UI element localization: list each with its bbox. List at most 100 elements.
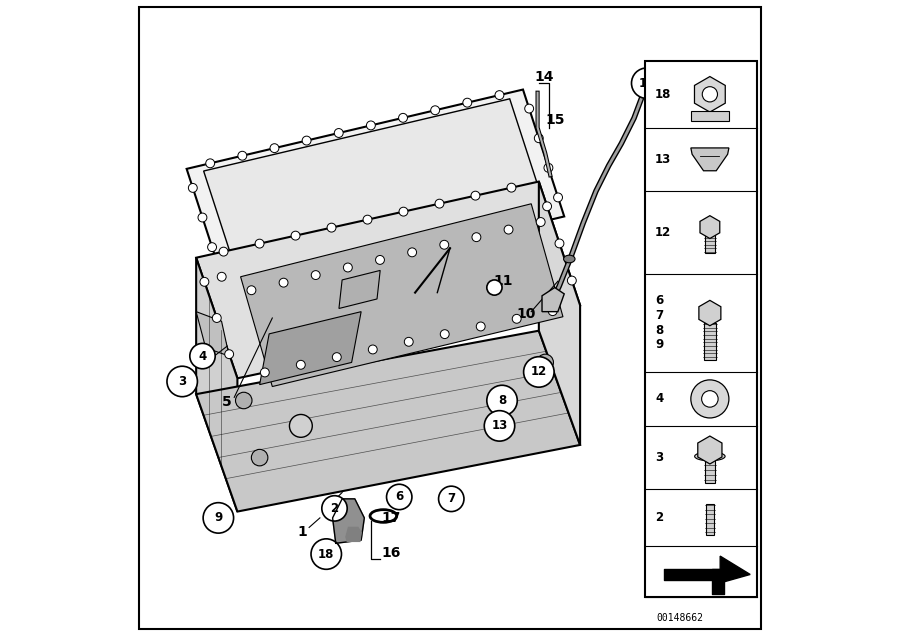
Circle shape	[363, 215, 372, 224]
Circle shape	[476, 322, 485, 331]
Circle shape	[368, 345, 377, 354]
Circle shape	[504, 225, 513, 234]
Text: 5: 5	[221, 395, 231, 409]
Circle shape	[525, 104, 534, 113]
Text: 11: 11	[493, 274, 513, 288]
Polygon shape	[196, 181, 580, 378]
Text: 9: 9	[655, 338, 663, 352]
Polygon shape	[339, 270, 380, 308]
Polygon shape	[699, 300, 721, 326]
Circle shape	[487, 280, 502, 295]
Circle shape	[535, 134, 544, 142]
Circle shape	[217, 272, 226, 281]
Text: 18: 18	[318, 548, 335, 560]
Circle shape	[366, 121, 375, 130]
Polygon shape	[700, 216, 720, 238]
Circle shape	[188, 183, 197, 192]
Circle shape	[567, 276, 576, 285]
Circle shape	[543, 202, 552, 211]
Polygon shape	[698, 436, 722, 464]
Circle shape	[548, 307, 557, 315]
Circle shape	[200, 277, 209, 286]
Text: 4: 4	[655, 392, 663, 405]
Circle shape	[251, 450, 268, 466]
Circle shape	[225, 350, 234, 359]
Circle shape	[408, 248, 417, 257]
Polygon shape	[539, 181, 580, 445]
Circle shape	[327, 223, 336, 232]
Text: 12: 12	[531, 366, 547, 378]
Circle shape	[702, 391, 718, 407]
Circle shape	[440, 240, 449, 249]
Circle shape	[524, 357, 554, 387]
Circle shape	[495, 91, 504, 100]
Polygon shape	[196, 331, 580, 511]
Circle shape	[471, 191, 480, 200]
Text: 10: 10	[517, 307, 535, 321]
FancyBboxPatch shape	[704, 322, 716, 360]
Polygon shape	[196, 258, 238, 511]
Text: 13: 13	[491, 419, 508, 432]
Text: 3: 3	[655, 451, 663, 464]
Circle shape	[167, 366, 197, 397]
Circle shape	[290, 415, 312, 438]
Text: 16: 16	[382, 546, 401, 560]
Circle shape	[270, 144, 279, 153]
Circle shape	[291, 231, 300, 240]
Circle shape	[238, 151, 247, 160]
Circle shape	[219, 247, 228, 256]
Polygon shape	[691, 148, 729, 171]
Polygon shape	[240, 204, 563, 387]
Circle shape	[212, 314, 221, 322]
Text: 8: 8	[498, 394, 506, 407]
Circle shape	[438, 486, 464, 511]
Text: 15: 15	[545, 113, 564, 127]
Text: 1: 1	[298, 525, 308, 539]
Circle shape	[296, 361, 305, 370]
Circle shape	[344, 263, 352, 272]
Circle shape	[375, 256, 384, 265]
Polygon shape	[542, 287, 564, 312]
Circle shape	[203, 502, 234, 533]
Polygon shape	[259, 312, 361, 385]
Circle shape	[190, 343, 215, 369]
Circle shape	[484, 411, 515, 441]
Circle shape	[472, 233, 481, 242]
Polygon shape	[196, 312, 230, 356]
Text: 12: 12	[639, 77, 655, 90]
Circle shape	[555, 239, 564, 248]
Text: 9: 9	[214, 511, 222, 525]
Circle shape	[435, 199, 444, 208]
Text: 6: 6	[395, 490, 403, 504]
Circle shape	[198, 213, 207, 222]
FancyBboxPatch shape	[139, 7, 761, 629]
Circle shape	[487, 385, 518, 416]
Circle shape	[208, 243, 217, 252]
Circle shape	[537, 354, 554, 371]
Text: 17: 17	[382, 511, 401, 525]
Circle shape	[404, 337, 413, 346]
Circle shape	[691, 380, 729, 418]
Circle shape	[311, 539, 341, 569]
Polygon shape	[203, 99, 547, 286]
Polygon shape	[695, 76, 725, 112]
Polygon shape	[186, 90, 564, 296]
Text: 8: 8	[655, 324, 663, 337]
Circle shape	[311, 271, 320, 279]
Text: 3: 3	[178, 375, 186, 388]
Text: 2: 2	[655, 511, 663, 525]
Text: 4: 4	[198, 350, 207, 363]
Text: 14: 14	[535, 70, 554, 84]
Circle shape	[206, 159, 214, 168]
FancyBboxPatch shape	[691, 111, 729, 121]
Text: 2: 2	[330, 502, 338, 515]
Circle shape	[260, 368, 269, 377]
Circle shape	[544, 163, 553, 172]
Circle shape	[334, 128, 343, 137]
Circle shape	[302, 136, 311, 145]
FancyBboxPatch shape	[706, 504, 714, 536]
Text: 12: 12	[655, 226, 671, 239]
Circle shape	[512, 314, 521, 323]
Circle shape	[322, 495, 347, 521]
Circle shape	[440, 329, 449, 338]
